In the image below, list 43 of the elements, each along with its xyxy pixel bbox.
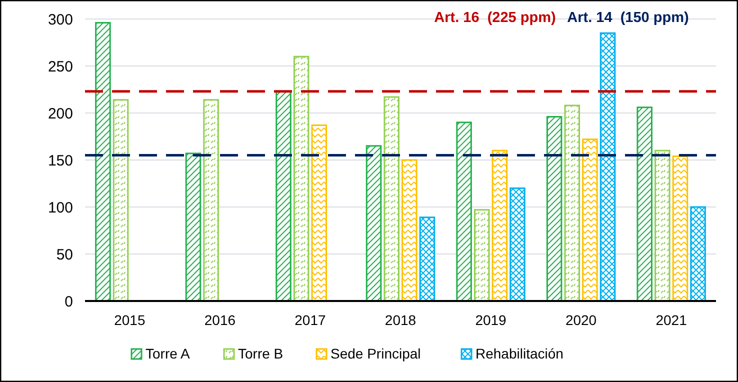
legend-label: Rehabilitación [476,346,564,362]
y-tick-label: 300 [48,11,73,28]
bar [384,96,400,302]
y-tick-label: 100 [48,199,73,216]
bar [636,106,652,302]
x-tick-label: 2021 [656,312,688,328]
bar [600,32,616,302]
x-tick-label: 2018 [384,312,416,328]
bar [492,150,508,302]
bar [419,216,436,302]
y-tick-label: 50 [56,246,73,264]
bar [311,124,328,302]
x-tick-label: 2016 [204,312,236,328]
y-tick-label: 250 [48,58,73,76]
bar [276,90,292,302]
legend-label: Sede Principal [330,346,421,362]
ref-line-label: Art. 14 (150 ppm) [567,10,690,26]
x-tick-label: 2019 [475,312,507,328]
bar [293,56,310,302]
bar [546,116,562,302]
legend-label: Torre B [238,346,284,362]
bar [95,22,111,302]
bar [185,152,202,302]
bar [672,155,688,302]
bar [582,138,598,302]
y-tick-label: 200 [48,105,73,122]
bar [402,159,418,302]
bar [510,187,526,302]
x-tick-label: 2015 [114,312,146,328]
bar [112,99,129,302]
y-tick-label: 150 [48,152,73,170]
bar [366,145,382,302]
legend-label: Torre A [146,346,191,362]
bar [654,150,670,302]
bar [203,99,219,302]
bar [474,209,490,302]
bar [690,206,706,302]
bar [456,122,472,302]
bar [564,104,580,302]
x-tick-label: 2017 [294,312,326,328]
y-tick-label: 0 [64,293,73,310]
ref-line-label: Art. 16 (225 ppm) [434,10,556,26]
x-tick-label: 2020 [565,312,597,328]
